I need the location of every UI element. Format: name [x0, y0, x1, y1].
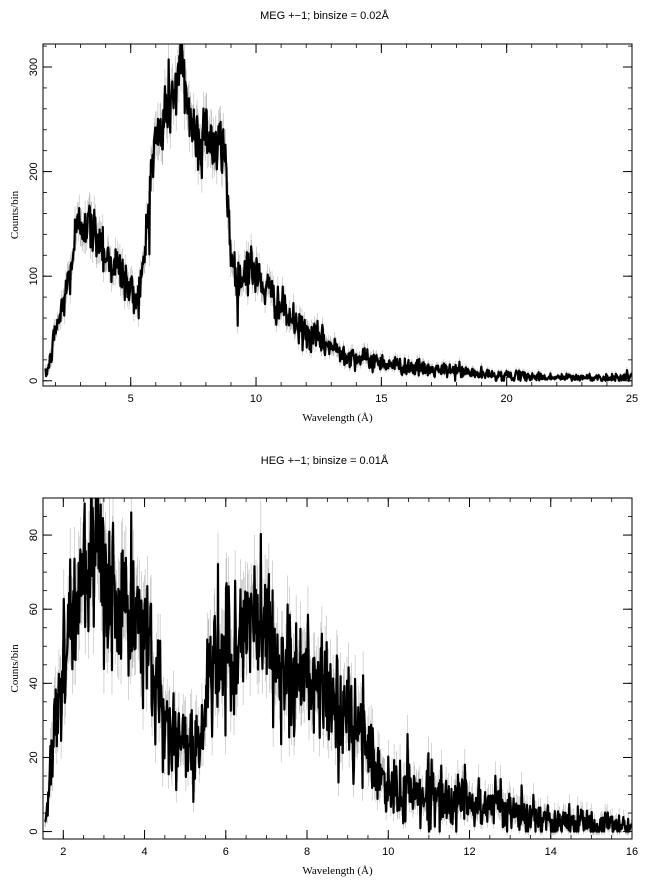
heg-x-tick-label-7: 16: [626, 846, 638, 858]
heg-x-tick-label-5: 12: [463, 846, 475, 858]
meg-x-tick-label-2: 15: [375, 393, 387, 405]
meg-chart-title: MEG +−1; binsize = 0.02Å: [260, 10, 389, 22]
meg-error-bars: [45, 44, 632, 382]
meg-y-tick-label-1: 100: [28, 267, 40, 285]
meg-y-axis-label: Counts/bin: [9, 190, 21, 239]
meg-y-tick-label-0: 0: [28, 378, 40, 384]
heg-chart-title: HEG +−1; binsize = 0.01Å: [260, 455, 389, 467]
heg-x-axis-label: Wavelength (Å): [302, 865, 373, 877]
heg-y-axis-label: Counts/bin: [9, 644, 21, 693]
heg-plot-frame: [42, 497, 633, 840]
meg-plot-frame: [42, 43, 633, 387]
meg-spectrum-chart: 5 10 15 20 25 0 100 200 300 Wavelength (Å) Counts/…: [9, 43, 638, 424]
meg-x-tick-label-1: 10: [250, 393, 262, 405]
heg-chart-panel: HEG +−1; binsize = 0.01Å 2 4 6 8 10 12 14 16 0 20…: [0, 445, 649, 891]
meg-chart-panel: MEG +−1; binsize = 0.02Å 5 10 15 20 25 0 100 20…: [0, 0, 649, 445]
meg-x-tick-label-4: 25: [626, 393, 638, 405]
heg-x-tick-label-0: 2: [60, 846, 66, 858]
heg-x-tick-label-2: 6: [223, 846, 229, 858]
heg-x-tick-label-1: 4: [141, 846, 147, 858]
meg-spectrum-series: [44, 44, 632, 382]
heg-y-tick-label-4: 80: [28, 529, 40, 541]
heg-x-tick-label-3: 8: [304, 846, 310, 858]
heg-y-tick-label-2: 40: [28, 677, 40, 689]
heg-x-tick-label-6: 14: [545, 846, 557, 858]
heg-y-tick-label-1: 20: [28, 751, 40, 763]
meg-x-axis-label: Wavelength (Å): [302, 412, 373, 424]
heg-x-tick-label-4: 10: [382, 846, 394, 858]
meg-y-tick-label-3: 300: [28, 58, 40, 76]
meg-y-tick-label-2: 200: [28, 162, 40, 180]
heg-y-tick-label-3: 60: [28, 603, 40, 615]
heg-spectrum-series: [44, 498, 632, 833]
heg-spectrum-chart: 2 4 6 8 10 12 14 16 0 20 40 60 80 Wavelength (Å) Count…: [9, 497, 638, 877]
meg-x-tick-label-3: 20: [501, 393, 513, 405]
heg-y-tick-label-0: 0: [28, 829, 40, 835]
meg-x-tick-label-0: 5: [128, 393, 134, 405]
